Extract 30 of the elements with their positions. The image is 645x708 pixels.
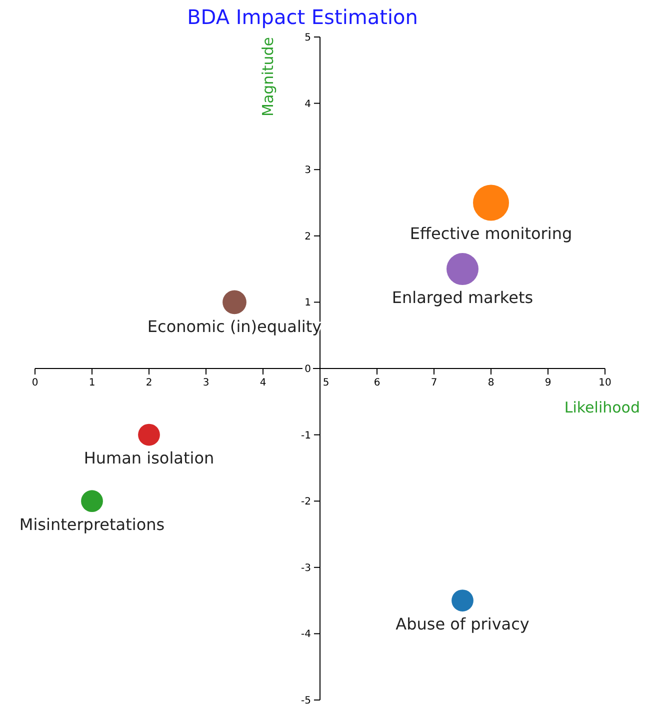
y-tick-label: -3 — [301, 562, 311, 574]
series-label: Misinterpretations — [19, 515, 165, 534]
x-tick-label: 6 — [374, 378, 380, 388]
y-axis-title: Magnitude — [259, 37, 277, 116]
y-tick-label: -4 — [301, 629, 311, 640]
x-tick-label: 10 — [598, 378, 612, 388]
chart-title: BDA Impact Estimation — [187, 5, 418, 29]
x-tick-label: 4 — [260, 378, 266, 388]
x-axis-title: Likelihood — [564, 398, 640, 416]
x-tick-label: 8 — [488, 378, 494, 388]
x-tick-label: 1 — [88, 378, 96, 388]
x-tick-label: 9 — [544, 378, 552, 388]
y-tick-label: 5 — [304, 32, 311, 44]
series-label: Human isolation — [84, 448, 214, 468]
y-tick-label: -5 — [301, 696, 311, 706]
x-tick-label: 2 — [146, 378, 152, 388]
x-tick-label: 0 — [32, 378, 38, 388]
x-tick-label: 5 — [322, 378, 330, 388]
x-tick-label: 3 — [202, 378, 210, 388]
x-tick-label: 7 — [430, 378, 438, 388]
y-tick-label: 0 — [304, 364, 311, 375]
y-tick-label: 2 — [304, 231, 311, 242]
series-label: Enlarged markets — [392, 288, 534, 308]
y-tick-label: 4 — [304, 98, 311, 110]
series-label: Effective monitoring — [410, 224, 572, 243]
y-tick-label: 3 — [304, 165, 311, 176]
y-tick-label: -1 — [301, 430, 311, 442]
y-tick-label: 1 — [304, 298, 311, 309]
y-tick-label: -2 — [301, 496, 311, 508]
series-label: Abuse of privacy — [396, 614, 530, 634]
